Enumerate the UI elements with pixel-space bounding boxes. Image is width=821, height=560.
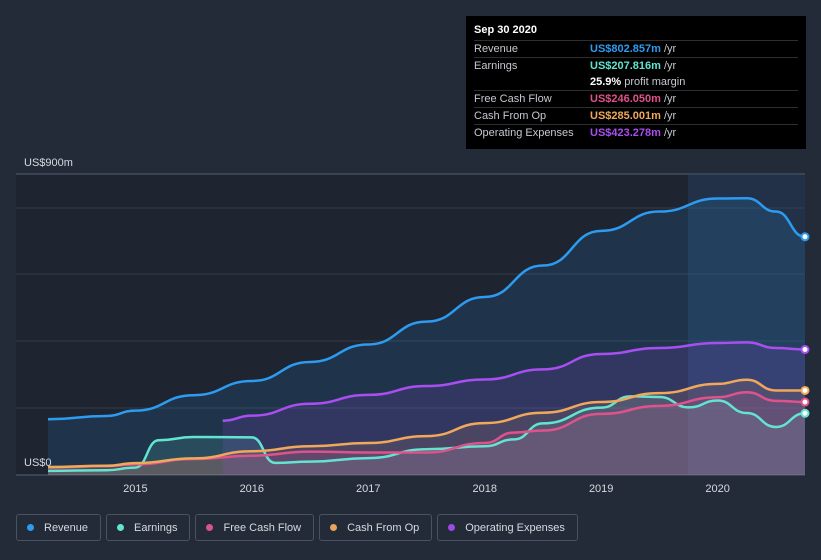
legend-item-earnings[interactable]: Earnings bbox=[106, 514, 191, 541]
x-tick-label: 2020 bbox=[705, 483, 729, 495]
legend-label: Revenue bbox=[44, 521, 89, 534]
tooltip-row-unit: /yr bbox=[663, 93, 677, 105]
series-area-revenue bbox=[48, 198, 805, 475]
series-area-free-cash-flow bbox=[48, 392, 805, 475]
tooltip-row-value: US$285.001m bbox=[590, 110, 661, 122]
tooltip-date: Sep 30 2020 bbox=[474, 24, 537, 36]
legend-label: Free Cash Flow bbox=[223, 521, 302, 534]
legend-item-free-cash-flow[interactable]: Free Cash Flow bbox=[195, 514, 315, 541]
tooltip-row-unit: /yr bbox=[663, 43, 677, 55]
tooltip-row-value: 25.9% bbox=[590, 76, 622, 88]
legend-dot-icon bbox=[27, 524, 34, 531]
series-line-cash-from-op bbox=[47, 378, 805, 469]
legend: Revenue Earnings Free Cash Flow Cash From O… bbox=[16, 514, 578, 541]
legend-item-cash-from-op[interactable]: Cash From Op bbox=[319, 514, 433, 541]
series-end-marker bbox=[800, 385, 810, 395]
tooltip-row: Operating Expenses US$423.278m/yr bbox=[474, 124, 798, 141]
tooltip-row: Cash From Op US$285.001m/yr bbox=[474, 107, 798, 124]
legend-label: Earnings bbox=[134, 521, 178, 534]
tooltip-row-value: US$207.816m bbox=[590, 60, 661, 72]
x-tick-label: 2018 bbox=[472, 483, 496, 495]
tooltip-row-value: US$802.857m bbox=[590, 43, 661, 55]
legend-label: Operating Expenses bbox=[465, 521, 565, 534]
series-end-markers bbox=[800, 232, 810, 418]
tooltip-row-label: Cash From Op bbox=[474, 110, 547, 122]
tooltip-row: Free Cash Flow US$246.050m/yr bbox=[474, 90, 798, 107]
x-tick-label: 2016 bbox=[240, 483, 264, 495]
chart-area: 2015 2016 2017 2018 2019 2020 US$900m US$0 bbox=[16, 157, 810, 495]
x-tick-label: 2017 bbox=[356, 483, 380, 495]
tooltip-row-unit: profit margin bbox=[624, 76, 686, 88]
tooltip-row: Revenue US$802.857m/yr bbox=[474, 40, 798, 57]
legend-item-revenue[interactable]: Revenue bbox=[16, 514, 102, 541]
x-tick-label: 2019 bbox=[589, 483, 613, 495]
series-end-marker bbox=[800, 408, 810, 418]
legend-dot-icon bbox=[448, 524, 456, 531]
series-line-revenue bbox=[47, 196, 806, 421]
x-axis-ticks: 2015 2016 2017 2018 2019 2020 bbox=[123, 483, 730, 495]
tooltip-row-label: Earnings bbox=[474, 60, 518, 72]
series-end-marker bbox=[800, 397, 810, 407]
x-tick-label: 2015 bbox=[123, 483, 147, 495]
tooltip-row-unit: /yr bbox=[663, 60, 677, 72]
tooltip-row-label: Operating Expenses bbox=[474, 127, 574, 139]
series-line-operating-expenses bbox=[222, 341, 806, 422]
series-line-earnings bbox=[47, 395, 806, 473]
legend-dot-icon bbox=[206, 524, 214, 531]
legend-item-operating-expenses[interactable]: Operating Expenses bbox=[437, 514, 578, 541]
tooltip-row-unit: /yr bbox=[663, 110, 677, 122]
tooltip-panel: Sep 30 2020 Revenue US$802.857m/yr Earning… bbox=[466, 16, 806, 149]
y-axis-zero-label: US$0 bbox=[24, 457, 52, 469]
legend-label: Cash From Op bbox=[347, 521, 420, 534]
y-axis-max-label: US$900m bbox=[24, 157, 73, 169]
legend-dot-icon bbox=[330, 524, 338, 531]
tooltip-row-label: Revenue bbox=[474, 43, 519, 55]
tooltip-row-value: US$246.050m bbox=[590, 93, 661, 105]
tooltip-row: 25.9% profit margin bbox=[474, 74, 798, 90]
series-end-marker bbox=[800, 232, 810, 242]
series-end-marker bbox=[800, 345, 810, 355]
series-lines bbox=[47, 196, 806, 473]
tooltip-row: Earnings US$207.816m/yr bbox=[474, 57, 798, 74]
tooltip-row-value: US$423.278m bbox=[590, 127, 661, 139]
tooltip-row-label: Free Cash Flow bbox=[474, 93, 552, 105]
tooltip-row-unit: /yr bbox=[663, 127, 677, 139]
legend-dot-icon bbox=[117, 524, 125, 531]
